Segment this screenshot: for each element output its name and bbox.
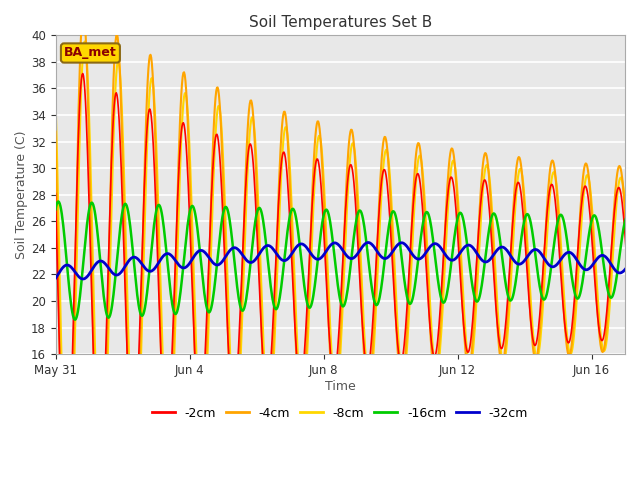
-2cm bbox=[540, 253, 548, 259]
Line: -32cm: -32cm bbox=[56, 242, 640, 279]
-32cm bbox=[304, 246, 312, 252]
-4cm bbox=[273, 254, 280, 260]
-8cm bbox=[52, 95, 60, 101]
-16cm bbox=[395, 229, 403, 235]
-32cm bbox=[74, 272, 81, 278]
-8cm bbox=[81, 38, 89, 44]
Line: -8cm: -8cm bbox=[56, 41, 640, 480]
-32cm bbox=[540, 255, 548, 261]
-32cm bbox=[194, 249, 202, 254]
-4cm bbox=[74, 136, 82, 142]
-16cm bbox=[195, 238, 203, 243]
-16cm bbox=[540, 297, 548, 302]
Y-axis label: Soil Temperature (C): Soil Temperature (C) bbox=[15, 131, 28, 259]
-8cm bbox=[395, 340, 403, 346]
-4cm bbox=[195, 441, 203, 446]
-4cm bbox=[395, 361, 403, 367]
-4cm bbox=[540, 259, 548, 264]
X-axis label: Time: Time bbox=[325, 380, 356, 393]
Line: -2cm: -2cm bbox=[56, 73, 640, 480]
Line: -16cm: -16cm bbox=[56, 202, 640, 320]
-2cm bbox=[79, 71, 86, 76]
-2cm bbox=[52, 191, 60, 196]
-2cm bbox=[395, 349, 403, 355]
-2cm bbox=[305, 275, 312, 281]
-2cm bbox=[195, 410, 203, 416]
-8cm bbox=[74, 206, 82, 212]
-32cm bbox=[395, 241, 403, 247]
-8cm bbox=[273, 294, 280, 300]
-32cm bbox=[364, 240, 372, 245]
-4cm bbox=[52, 129, 60, 134]
-2cm bbox=[74, 149, 82, 155]
Title: Soil Temperatures Set B: Soil Temperatures Set B bbox=[248, 15, 432, 30]
-8cm bbox=[195, 407, 203, 413]
-8cm bbox=[540, 287, 548, 292]
Legend: -2cm, -4cm, -8cm, -16cm, -32cm: -2cm, -4cm, -8cm, -16cm, -32cm bbox=[147, 402, 533, 425]
-2cm bbox=[273, 246, 280, 252]
-32cm bbox=[272, 250, 280, 255]
Text: BA_met: BA_met bbox=[64, 47, 116, 60]
-32cm bbox=[52, 276, 60, 281]
Line: -4cm: -4cm bbox=[56, 11, 640, 480]
-16cm bbox=[273, 306, 280, 312]
-16cm bbox=[75, 304, 83, 310]
-4cm bbox=[79, 8, 87, 14]
-16cm bbox=[71, 317, 79, 323]
-32cm bbox=[79, 276, 86, 282]
-4cm bbox=[305, 291, 312, 297]
-8cm bbox=[305, 324, 312, 330]
-16cm bbox=[305, 304, 312, 310]
-16cm bbox=[52, 206, 60, 212]
-16cm bbox=[54, 199, 62, 204]
